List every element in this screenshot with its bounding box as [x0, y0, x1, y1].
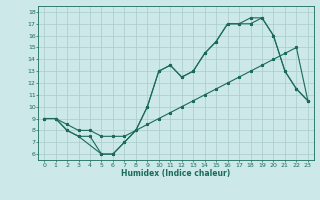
- X-axis label: Humidex (Indice chaleur): Humidex (Indice chaleur): [121, 169, 231, 178]
